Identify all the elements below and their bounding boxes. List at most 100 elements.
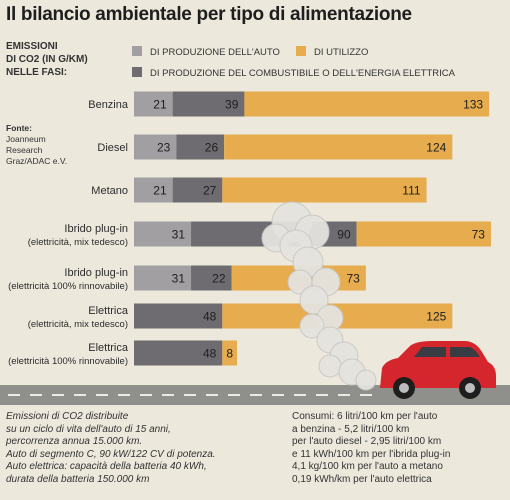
category-label: (elettricità, mix tedesco) <box>28 237 128 248</box>
bar-value-label: 22 <box>212 272 226 286</box>
category-label: (elettricità 100% rinnovabile) <box>8 356 128 367</box>
bar-value-label: 111 <box>402 184 421 198</box>
bar-value-label: 125 <box>426 310 446 324</box>
bar-segment <box>134 134 177 160</box>
bar-value-label: 73 <box>346 272 360 286</box>
footer-line: 0,19 kWh/km per l'auto elettrica <box>292 473 432 485</box>
legend-item-fuel-production: DI PRODUZIONE DEL COMBUSTIBILE O DELL'EN… <box>132 67 455 79</box>
footer-line: Emissioni di CO2 distribuite <box>6 411 129 422</box>
source-label: Fonte: <box>6 123 32 133</box>
road-dash <box>206 394 218 396</box>
bar-segment <box>134 177 173 203</box>
bar-value-label: 23 <box>157 141 171 155</box>
footer-line: Auto elettrica: capacità della batteria … <box>6 461 207 473</box>
road-dash <box>96 394 108 396</box>
bar-segment <box>134 221 192 247</box>
road-dash <box>8 394 20 396</box>
car-window <box>450 347 480 357</box>
footer-line: durata della batteria 150.000 km <box>6 473 150 485</box>
legend-item-usage: DI UTILIZZO <box>296 46 368 58</box>
legend-item-production-car: DI PRODUZIONE DELL'AUTO <box>132 46 280 58</box>
category-label: Metano <box>91 185 128 197</box>
road-dash <box>228 394 240 396</box>
category-label: Elettrica <box>88 305 129 317</box>
smoke-puff <box>355 369 377 391</box>
category-label: Diesel <box>97 142 128 154</box>
footer-line: Consumi: 6 litri/100 km per l'auto <box>292 411 438 422</box>
bar-segment <box>134 340 223 366</box>
category-label: (elettricità, mix tedesco) <box>28 319 128 330</box>
bar-value-label: 133 <box>463 98 483 112</box>
road-dash <box>250 394 262 396</box>
source-note: Fonte: Joanneum Research Graz/ADAC e.V. <box>6 123 76 167</box>
footer-line: Auto di segmento C, 90 kW/122 CV di pote… <box>6 448 216 460</box>
bar-value-label: 8 <box>226 347 233 361</box>
bar-value-label: 21 <box>153 98 167 112</box>
bars-group: Benzina 21 39 133 Diesel 23 26 124 Metano 21 27 111… <box>8 91 491 367</box>
road-dash <box>294 394 306 396</box>
bar-value-label: 31 <box>172 272 186 286</box>
category-label: Ibrido plug-in <box>64 267 128 279</box>
car-illustration <box>380 341 496 399</box>
footer-line: percorrenza annua 15.000 km. <box>6 436 143 448</box>
legend-label: DI UTILIZZO <box>314 47 369 58</box>
bar-segment <box>244 91 490 117</box>
bar-value-label: 26 <box>205 141 219 155</box>
legend-title-line: DI CO2 (IN G/KM) <box>6 54 88 65</box>
car-window <box>414 347 446 357</box>
bar-segment <box>176 134 225 160</box>
legend-label: DI PRODUZIONE DEL COMBUSTIBILE O DELL'EN… <box>150 68 455 79</box>
road-dash <box>184 394 196 396</box>
smoke-puff <box>318 354 342 378</box>
road-dash <box>140 394 152 396</box>
bar-value-label: 27 <box>203 184 217 198</box>
footer-notes-right: Consumi: 6 litri/100 km per l'auto a ben… <box>292 411 504 487</box>
legend-title-line: NELLE FASI: <box>6 67 68 78</box>
bar-value-label: 48 <box>203 347 217 361</box>
bar-segment <box>172 91 245 117</box>
bar-value-label: 124 <box>426 141 446 155</box>
bar-value-label: 31 <box>172 228 186 242</box>
bar-segment <box>134 91 173 117</box>
road-dash <box>316 394 328 396</box>
category-label: Benzina <box>88 99 129 111</box>
bar-segment <box>222 177 427 203</box>
bar-value-label: 39 <box>225 98 239 112</box>
bar-segment <box>224 134 453 160</box>
road-dash <box>272 394 284 396</box>
legend-swatch <box>132 46 142 56</box>
legend-swatch <box>132 67 142 77</box>
bar-value-label: 21 <box>153 184 167 198</box>
bar-value-label: 73 <box>472 228 486 242</box>
legend-title-line: EMISSIONI <box>6 41 58 52</box>
category-label: Ibrido plug-in <box>64 223 128 235</box>
bar-segment <box>134 265 192 291</box>
legend-label: DI PRODUZIONE DELL'AUTO <box>150 47 280 58</box>
legend-title: EMISSIONI DI CO2 (IN G/KM) NELLE FASI: <box>6 40 106 79</box>
decoration-group <box>8 201 496 399</box>
footer-line: 4,1 kg/100 km per l'auto a metano <box>292 461 443 473</box>
source-line: Research <box>6 145 43 155</box>
bar-segment <box>356 221 491 247</box>
road-dash <box>360 394 372 396</box>
smoke-puff <box>299 313 325 339</box>
road-dash <box>74 394 86 396</box>
footer-line: a benzina - 5,2 litri/100 km <box>292 423 410 435</box>
bar-value-label: 48 <box>203 310 217 324</box>
road-dash <box>30 394 42 396</box>
source-line: Graz/ADAC e.V. <box>6 156 68 166</box>
road-dash <box>162 394 174 396</box>
footer-line: su un ciclo di vita dell'auto di 15 anni… <box>6 423 171 435</box>
bar-segment <box>134 303 223 329</box>
category-label: (elettricità 100% rinnovabile) <box>8 281 128 292</box>
source-line: Joanneum <box>6 134 46 144</box>
footer-notes-left: Emissioni di CO2 distribuite su un ciclo… <box>6 411 276 487</box>
car-hubcap <box>399 383 409 393</box>
page-title: Il bilancio ambientale per tipo di alime… <box>6 4 412 25</box>
bar-segment <box>191 265 232 291</box>
bar-value-label: 90 <box>337 228 351 242</box>
road-dash <box>52 394 64 396</box>
stacked-bar-chart: Benzina 21 39 133 Diesel 23 26 124 Metano 21 27 111… <box>8 91 496 399</box>
bar-segment <box>172 177 223 203</box>
bar-segment <box>222 340 238 366</box>
